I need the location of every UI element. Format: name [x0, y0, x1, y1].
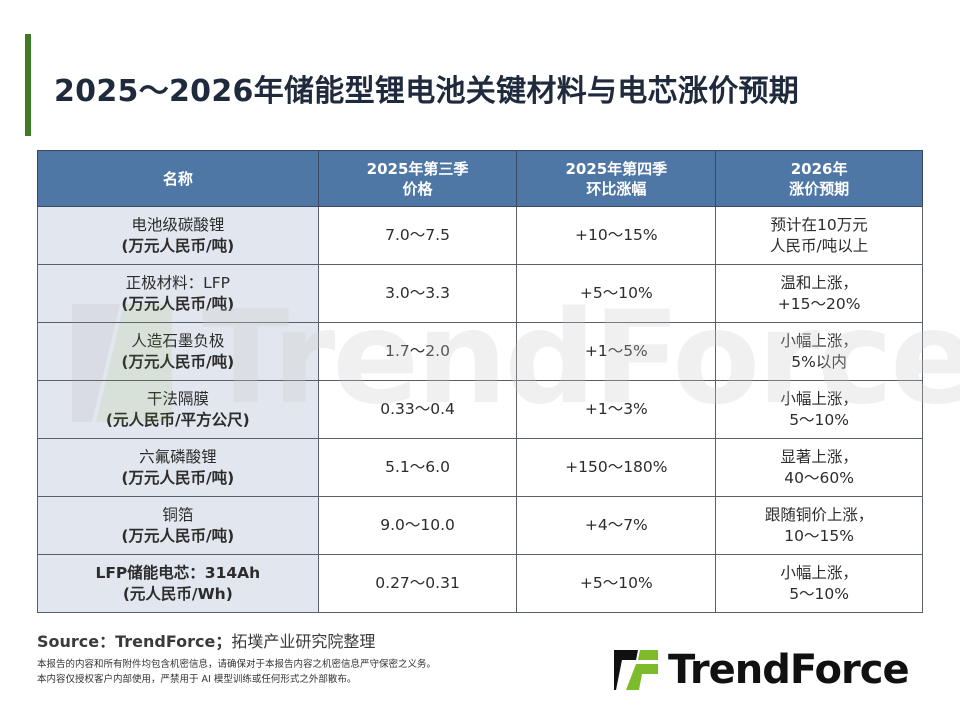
- material-name-cell: 电池级碳酸锂 (万元人民币/吨): [37, 206, 319, 265]
- forecast-cell: 小幅上涨， 5～10%: [715, 554, 923, 613]
- material-name-cell: 正极材料：LFP (万元人民币/吨): [37, 264, 319, 323]
- q3-price-cell: 5.1～6.0: [317, 438, 518, 497]
- forecast-cell: 跟随铜价上涨， 10～15%: [715, 496, 923, 555]
- disclaimer-line-2: 本内容仅授权客户内部使用，严禁用于 AI 模型训练或任何形式之外部散布。: [37, 674, 357, 685]
- disclaimer-line-1: 本报告的内容和所有附件均包含机密信息，请确保对于本报告内容之机密信息严守保密之义…: [37, 659, 437, 670]
- q3-price-cell: 7.0～7.5: [317, 206, 518, 265]
- q4-change-cell: +150～180%: [516, 438, 717, 497]
- q3-price-cell: 9.0～10.0: [317, 496, 518, 555]
- table-row: 六氟磷酸锂 (万元人民币/吨) 5.1～6.0 +150～180% 显著上涨， 40…: [37, 438, 923, 497]
- source-line: Source：TrendForce；拓墣产业研究院整理: [37, 628, 375, 652]
- material-name-cell: LFP储能电芯：314Ah (元人民币/Wh): [37, 554, 319, 613]
- forecast-cell: 预计在10万元 人民币/吨以上: [715, 206, 923, 265]
- q4-change-cell: +5～10%: [516, 264, 717, 323]
- material-name-cell: 六氟磷酸锂 (万元人民币/吨): [37, 438, 319, 497]
- q3-price-cell: 3.0～3.3: [317, 264, 518, 323]
- price-forecast-table: 名称 2025年第三季 价格 2025年第四季 环比涨幅 2026年 涨价预期 电池级…: [37, 150, 923, 613]
- q3-price-cell: 0.27～0.31: [317, 554, 518, 613]
- header-q3-price: 2025年第三季 价格: [317, 150, 518, 207]
- table-row: 铜箔 (万元人民币/吨) 9.0～10.0 +4～7% 跟随铜价上涨， 10～15%: [37, 496, 923, 555]
- trendforce-logo-icon: [614, 650, 658, 690]
- table-row: 正极材料：LFP (万元人民币/吨) 3.0～3.3 +5～10% 温和上涨， +1…: [37, 264, 923, 323]
- logo-text: TrendForce: [668, 647, 910, 693]
- header-name: 名称: [37, 150, 319, 207]
- forecast-cell: 小幅上涨， 5%以内: [715, 322, 923, 381]
- q4-change-cell: +1～5%: [516, 322, 717, 381]
- q4-change-cell: +1～3%: [516, 380, 717, 439]
- q4-change-cell: +10～15%: [516, 206, 717, 265]
- forecast-cell: 显著上涨， 40～60%: [715, 438, 923, 497]
- source-label: Source：TrendForce；: [37, 632, 232, 651]
- forecast-cell: 小幅上涨， 5～10%: [715, 380, 923, 439]
- table-header-row: 名称 2025年第三季 价格 2025年第四季 环比涨幅 2026年 涨价预期: [37, 150, 923, 207]
- forecast-cell: 温和上涨， +15～20%: [715, 264, 923, 323]
- table-row: 人造石墨负极 (万元人民币/吨) 1.7～2.0 +1～5% 小幅上涨， 5%以内: [37, 322, 923, 381]
- page-title: 2025～2026年储能型锂电池关键材料与电芯涨价预期: [54, 74, 800, 109]
- q4-change-cell: +5～10%: [516, 554, 717, 613]
- q4-change-cell: +4～7%: [516, 496, 717, 555]
- trendforce-logo: TrendForce: [612, 645, 910, 695]
- q3-price-cell: 1.7～2.0: [317, 322, 518, 381]
- source-org: 拓墣产业研究院整理: [231, 632, 376, 651]
- table-row: 电池级碳酸锂 (万元人民币/吨) 7.0～7.5 +10～15% 预计在10万元人…: [37, 206, 923, 265]
- header-q4-change: 2025年第四季 环比涨幅: [516, 150, 717, 207]
- table-row: 干法隔膜 (元人民币/平方公尺) 0.33～0.4 +1～3% 小幅上涨， 5～10…: [37, 380, 923, 439]
- material-name-cell: 铜箔 (万元人民币/吨): [37, 496, 319, 555]
- title-accent-bar: [25, 34, 31, 136]
- material-name-cell: 干法隔膜 (元人民币/平方公尺): [37, 380, 319, 439]
- header-2026-forecast: 2026年 涨价预期: [715, 150, 923, 207]
- q3-price-cell: 0.33～0.4: [317, 380, 518, 439]
- material-name-cell: 人造石墨负极 (万元人民币/吨): [37, 322, 319, 381]
- disclaimer: 本报告的内容和所有附件均包含机密信息，请确保对于本报告内容之机密信息严守保密之义…: [37, 657, 436, 687]
- table-row: LFP储能电芯：314Ah (元人民币/Wh) 0.27～0.31 +5～10% …: [37, 554, 923, 613]
